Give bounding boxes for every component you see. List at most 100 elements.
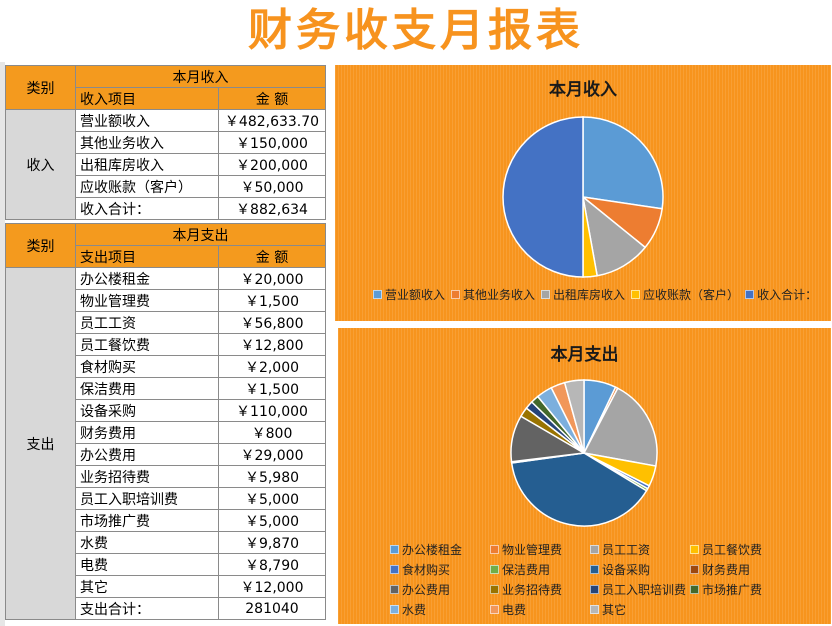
expense-legend-swatch (390, 605, 399, 614)
expense-item-cell[interactable]: 办公费用 (75, 443, 219, 466)
expense-amount-cell[interactable]: ￥9,870 (218, 531, 326, 554)
income-section-header[interactable]: 本月收入 (75, 65, 326, 88)
expense-legend-label: 食材购买 (402, 563, 451, 577)
income-legend-label: 营业额收入 (385, 288, 446, 302)
expense-legend-item: 办公费用 (390, 581, 490, 598)
income-amount-cell[interactable]: ￥200,000 (218, 153, 326, 176)
income-amount-cell[interactable]: ￥50,000 (218, 175, 326, 198)
expense-row: 物业管理费 ￥1,500 (6, 289, 326, 312)
expense-item-cell[interactable]: 员工餐饮费 (75, 333, 219, 356)
expense-row: 市场推广费 ￥5,000 (6, 509, 326, 532)
income-legend-swatch (541, 290, 551, 299)
expense-legend-swatch (490, 585, 499, 594)
income-row: 收入合计： ￥882,634 (6, 197, 326, 220)
expense-row: 财务费用 ￥800 (6, 421, 326, 444)
income-legend: 营业额收入 其他业务收入 出租库房收入 应收账款（客户） 收入合计： (373, 286, 817, 303)
income-legend-label: 其他业务收入 (463, 288, 536, 302)
expense-amount-cell[interactable]: ￥12,800 (218, 333, 326, 356)
income-legend-swatch (631, 290, 641, 299)
income-row: 出租库房收入 ￥200,000 (6, 153, 326, 176)
expense-legend-label: 电费 (502, 603, 527, 617)
expense-legend-swatch (490, 565, 499, 574)
expense-legend-item: 设备采购 (590, 561, 690, 578)
expense-amount-cell[interactable]: ￥2,000 (218, 355, 326, 378)
expense-amount-cell[interactable]: ￥12,000 (218, 575, 326, 598)
expense-amount-cell[interactable]: ￥20,000 (218, 267, 326, 290)
expense-legend-label: 员工工资 (602, 543, 651, 557)
expense-section-header[interactable]: 本月支出 (75, 223, 326, 246)
expense-legend-item: 员工工资 (590, 541, 690, 558)
income-legend-swatch (373, 290, 382, 299)
income-amount-cell[interactable]: ￥482,633.70 (218, 109, 326, 132)
expense-legend-label: 市场推广费 (702, 583, 763, 597)
expense-item-cell[interactable]: 市场推广费 (75, 509, 219, 532)
expense-pie-slice[interactable] (510, 452, 648, 527)
income-pie-slice[interactable] (502, 116, 584, 278)
expense-chart-title: 本月支出 (550, 345, 619, 365)
expense-amount-cell[interactable]: ￥5,000 (218, 509, 326, 532)
expense-legend-item: 电费 (490, 601, 590, 618)
income-category-header[interactable]: 类别 (5, 65, 76, 110)
expense-table: 类别 本月支出 支出项目 金 额 支出 办公楼租金 ￥20,000 物业管理费 ￥1,5… (5, 223, 326, 620)
income-category-label[interactable]: 收入 (5, 109, 76, 220)
expense-item-header[interactable]: 支出项目 (75, 245, 219, 268)
expense-item-cell[interactable]: 财务费用 (75, 421, 219, 444)
expense-row: 支出 办公楼租金 ￥20,000 (5, 267, 326, 620)
expense-amount-cell[interactable]: ￥5,000 (218, 487, 326, 510)
income-item-cell[interactable]: 应收账款（客户） (75, 175, 219, 198)
expense-item-cell[interactable]: 业务招待费 (75, 465, 219, 488)
expense-amount-cell[interactable]: ￥8,790 (218, 553, 326, 576)
income-legend-label: 应收账款（客户） (643, 288, 740, 302)
expense-amount-cell[interactable]: 281040 (218, 597, 326, 620)
expense-amount-cell[interactable]: ￥1,500 (218, 289, 326, 312)
expense-amount-cell[interactable]: ￥800 (218, 421, 326, 444)
income-amount-header[interactable]: 金 额 (218, 87, 326, 110)
income-item-cell[interactable]: 收入合计： (75, 197, 219, 220)
income-item-header[interactable]: 收入项目 (75, 87, 219, 110)
income-row: 其他业务收入 ￥150,000 (6, 131, 326, 154)
expense-amount-cell[interactable]: ￥5,980 (218, 465, 326, 488)
expense-legend-item: 水费 (390, 601, 490, 618)
expense-legend-item: 保洁费用 (490, 561, 590, 578)
income-legend-label: 出租库房收入 (553, 288, 626, 302)
expense-row: 支出合计： 281040 (6, 597, 326, 620)
expense-item-cell[interactable]: 保洁费用 (75, 377, 219, 400)
expense-item-cell[interactable]: 电费 (75, 553, 219, 576)
income-amount-cell[interactable]: ￥882,634 (218, 197, 326, 220)
expense-item-cell[interactable]: 员工工资 (75, 311, 219, 334)
income-item-cell[interactable]: 其他业务收入 (75, 131, 219, 154)
expense-item-cell[interactable]: 员工入职培训费 (75, 487, 219, 510)
expense-item-cell[interactable]: 支出合计： (75, 597, 219, 620)
income-table: 类别 本月收入 收入项目 金 额 收入 营业额收入 ￥482,633.70 其他业务收… (5, 65, 326, 220)
expense-pie-slice[interactable] (563, 379, 585, 454)
expense-item-cell[interactable]: 水费 (75, 531, 219, 554)
expense-legend-swatch (390, 585, 399, 594)
income-amount-cell[interactable]: ￥150,000 (218, 131, 326, 154)
expense-item-cell[interactable]: 设备采购 (75, 399, 219, 422)
expense-item-cell[interactable]: 物业管理费 (75, 289, 219, 312)
expense-legend-swatch (690, 565, 699, 574)
expense-chart-panel[interactable]: 本月支出 办公楼租金 物业管理费 员工工资 员工餐饮费 食材购买 保洁费用 设备采购 财务费用… (338, 328, 831, 624)
income-chart-panel[interactable]: 本月收入 营业额收入 其他业务收入 出租库房收入 应收账款（客户） 收入合计： (335, 65, 831, 321)
expense-amount-cell[interactable]: ￥1,500 (218, 377, 326, 400)
expense-item-cell[interactable]: 其它 (75, 575, 219, 598)
income-legend-item: 出租库房收入 (541, 286, 625, 303)
expense-pie-slice[interactable] (582, 387, 658, 467)
expense-category-label[interactable]: 支出 (5, 267, 76, 620)
expense-legend-swatch (390, 545, 399, 554)
expense-item-cell[interactable]: 办公楼租金 (75, 267, 219, 290)
income-item-cell[interactable]: 出租库房收入 (75, 153, 219, 176)
income-pie-slice[interactable] (582, 116, 664, 210)
expense-legend-item: 办公楼租金 (390, 541, 490, 558)
expense-amount-cell[interactable]: ￥110,000 (218, 399, 326, 422)
expense-legend-item: 市场推广费 (690, 581, 790, 598)
income-legend-item: 收入合计： (745, 286, 817, 303)
expense-category-header[interactable]: 类别 (5, 223, 76, 268)
expense-amount-cell[interactable]: ￥29,000 (218, 443, 326, 466)
expense-legend-swatch (590, 605, 599, 614)
income-item-cell[interactable]: 营业额收入 (75, 109, 219, 132)
expense-legend-label: 设备采购 (602, 563, 651, 577)
expense-amount-header[interactable]: 金 额 (218, 245, 326, 268)
expense-amount-cell[interactable]: ￥56,800 (218, 311, 326, 334)
expense-item-cell[interactable]: 食材购买 (75, 355, 219, 378)
